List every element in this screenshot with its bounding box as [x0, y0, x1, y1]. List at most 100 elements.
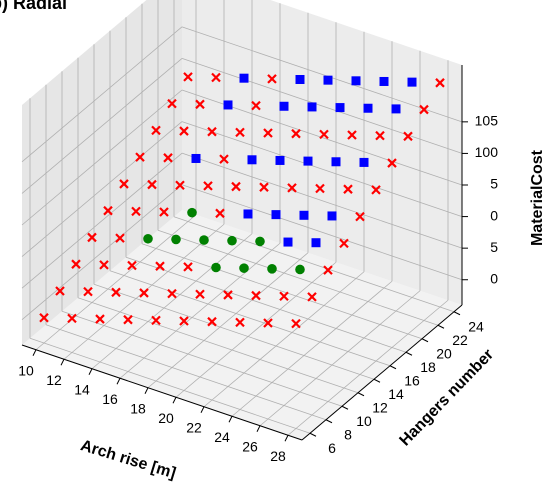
axis-line — [21, 344, 303, 441]
grid-line — [45, 324, 327, 421]
square-marker — [191, 153, 201, 163]
y-tick-label: 18 — [420, 359, 436, 375]
cross-marker — [203, 181, 213, 191]
cross-marker — [403, 131, 413, 142]
circle-marker — [255, 236, 265, 247]
x-tick-label: 20 — [158, 410, 174, 426]
grid-line — [175, 261, 337, 398]
square-marker — [407, 77, 417, 87]
series — [39, 72, 445, 329]
square-marker — [243, 209, 253, 219]
circle-marker — [239, 263, 249, 273]
square-marker — [363, 103, 373, 113]
y-axis-label: Hangers number — [397, 346, 498, 449]
y-tick-label: 8 — [344, 426, 352, 442]
square-marker — [379, 76, 389, 86]
cross-marker — [287, 183, 297, 193]
x-tick-label: 18 — [130, 400, 146, 416]
x-tick-label: 10 — [18, 362, 34, 378]
cross-marker — [183, 72, 193, 82]
cross-marker — [251, 100, 261, 111]
y-tick — [437, 324, 445, 329]
cross-marker — [307, 292, 317, 302]
z-tick-label: 105 — [475, 113, 499, 129]
series — [143, 207, 305, 275]
square-marker — [335, 103, 345, 113]
cross-marker — [139, 288, 149, 298]
cross-marker — [375, 130, 385, 141]
cross-marker — [251, 290, 261, 301]
circle-marker — [171, 234, 181, 245]
cross-marker — [87, 232, 97, 243]
cross-marker — [195, 99, 205, 110]
grid-line — [287, 299, 449, 436]
grid-line — [119, 242, 281, 379]
circle-marker — [295, 264, 305, 275]
cross-marker — [319, 129, 329, 140]
square-marker — [299, 210, 309, 220]
y-tick-label: 14 — [388, 386, 404, 402]
cross-marker — [347, 130, 357, 140]
x-tick — [284, 435, 289, 442]
x-tick — [228, 416, 233, 423]
y-tick-label: 22 — [452, 332, 468, 348]
grid-line — [231, 280, 393, 417]
square-marker — [223, 100, 233, 110]
x-tick — [116, 378, 121, 385]
cross-marker — [339, 238, 349, 249]
x-tick-label: 16 — [102, 391, 118, 407]
cross-marker — [131, 206, 141, 217]
cross-marker — [219, 154, 229, 164]
circle-marker — [143, 233, 153, 244]
cross-marker — [83, 286, 93, 297]
x-tick-label: 22 — [186, 419, 202, 435]
cross-marker — [159, 207, 169, 217]
grid-line — [21, 89, 183, 226]
square-marker — [271, 210, 281, 220]
square-marker — [239, 73, 249, 83]
cross-marker — [55, 286, 65, 296]
cross-marker — [211, 72, 221, 83]
grid-line — [91, 233, 253, 370]
x-tick-label: 24 — [214, 429, 230, 445]
grid-line — [125, 256, 407, 353]
cross-marker — [207, 316, 217, 327]
square-marker — [311, 238, 321, 248]
cross-marker — [39, 312, 49, 323]
cross-marker — [435, 78, 445, 88]
x-tick-label: 26 — [242, 438, 258, 454]
z-tick-label: 5 — [490, 239, 498, 255]
grid-line — [29, 337, 311, 434]
square-marker — [275, 155, 285, 165]
grid-line — [21, 121, 183, 257]
x-axis-label: Arch rise [m] — [78, 437, 177, 482]
square-marker — [279, 101, 289, 111]
y-tick-label: 24 — [468, 318, 484, 334]
y-tick-label: 16 — [404, 372, 420, 388]
cross-marker — [167, 288, 177, 299]
cross-marker — [151, 125, 161, 136]
grid-line — [157, 229, 439, 326]
cross-marker — [195, 289, 205, 300]
x-tick — [32, 349, 37, 356]
cross-marker — [179, 126, 189, 136]
circle-marker — [187, 207, 197, 218]
y-tick — [357, 392, 365, 397]
x-tick-label: 14 — [74, 381, 90, 397]
x-tick — [144, 387, 149, 394]
z-axis-label: MaterialCost — [529, 149, 546, 246]
cross-marker — [167, 98, 177, 109]
cross-marker — [103, 205, 113, 216]
axis-line — [301, 304, 463, 441]
cross-marker — [135, 152, 145, 162]
grid-line — [21, 152, 183, 289]
cross-marker — [183, 262, 193, 272]
y-tick — [421, 338, 429, 343]
x-tick-label: 28 — [270, 448, 286, 464]
cross-marker — [235, 127, 245, 138]
y-tick-label: 20 — [436, 345, 452, 361]
y-tick — [373, 378, 381, 383]
cross-marker — [371, 185, 381, 195]
